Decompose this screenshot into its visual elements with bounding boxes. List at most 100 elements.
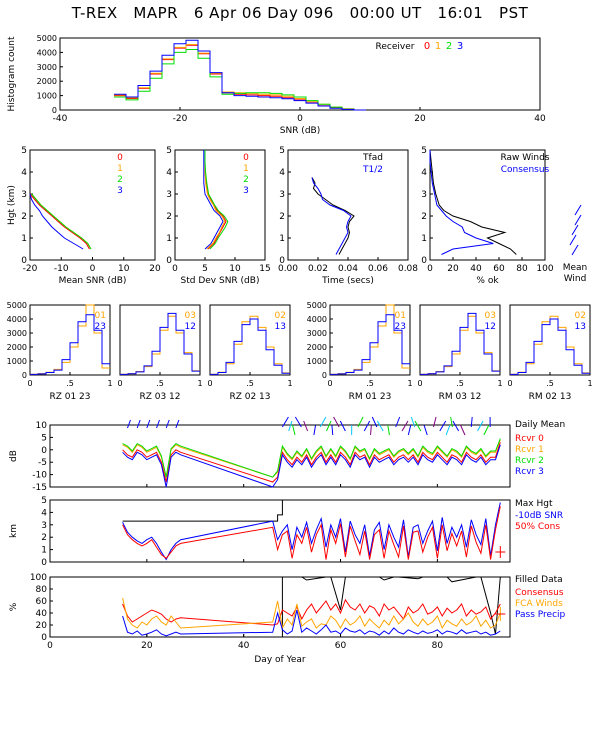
daily-mean-wind-barb xyxy=(371,416,378,428)
daily-mean-wind-barb xyxy=(410,416,416,428)
filled-series-FCAWinds xyxy=(122,597,501,630)
filled-series-FilledData xyxy=(277,576,501,638)
pair-hist-xlabel: RZ 01 23 xyxy=(49,392,90,402)
std_snr-xtick-label: 5 xyxy=(202,264,208,274)
tfad-ytick-label: 4 xyxy=(279,168,285,178)
daily_mean-series-Rcvr3 xyxy=(122,444,501,488)
pair-hist-legend-a: 02 xyxy=(575,311,586,321)
daily-mean-wind-barb xyxy=(452,420,460,432)
max_hgt-legend-item: -10dB SNR xyxy=(515,511,563,521)
daily-mean-wind-barb xyxy=(470,416,473,428)
std_snr-frame xyxy=(174,149,266,261)
pair-hist-legend-a: 01 xyxy=(395,311,406,321)
pair-hist-ytick-label: 1000 xyxy=(307,357,327,366)
pair-hist-xlabel: RZ 02 13 xyxy=(229,392,270,402)
tfad-xtick-label: 0.02 xyxy=(308,264,328,274)
daily-mean-wind-barb xyxy=(136,419,141,429)
pair-hist-ytick-label: 2000 xyxy=(307,343,327,352)
mean-wind-barb xyxy=(571,224,579,236)
daily_mean-legend-title: Daily Mean xyxy=(515,420,565,430)
daily-mean-wind-barb xyxy=(483,424,490,436)
histogram-legend-item: 2 xyxy=(446,41,452,52)
mean_snr-ytick-label: 5 xyxy=(21,146,27,156)
pair-hist-legend-a: 01 xyxy=(95,311,106,321)
filled-ylabel: % xyxy=(9,602,19,611)
pair-hist-xtick-label: .5 xyxy=(546,379,554,388)
mean_snr-xtick-label: -20 xyxy=(23,264,38,274)
filled-ytick-label: 60 xyxy=(36,597,48,607)
pair-hist-legend-b: 12 xyxy=(485,322,496,332)
daily-mean-wind-barb xyxy=(127,419,131,429)
pct_ok-ytick-label: 3 xyxy=(421,190,427,200)
pair-hist-xtick-label: .5 xyxy=(66,379,74,388)
tfad-xtick-label: 0.00 xyxy=(278,264,298,274)
daily-mean-wind-barb xyxy=(433,416,437,428)
pair-hist-series-b xyxy=(420,312,500,375)
pair-hist-ytick-label: 3000 xyxy=(307,329,327,338)
max_hgt-legend-title: Max Hgt xyxy=(515,499,553,509)
pair-hist-xtick-label: .5 xyxy=(456,379,464,388)
filled-xlabel: Day of Year xyxy=(254,655,306,665)
mean_snr-series-3 xyxy=(29,193,84,250)
pair-hist-xtick-label: 0 xyxy=(27,379,32,388)
pair-hist-series-b xyxy=(210,318,290,375)
tfad-ytick-label: 1 xyxy=(279,234,285,244)
filled-xtick-label: 40 xyxy=(238,641,250,651)
mean-wind-barb xyxy=(574,214,582,226)
filled-legend-item: Pass Precip xyxy=(515,610,566,620)
mean-wind-barb xyxy=(571,244,579,256)
filled-xtick-label: 20 xyxy=(141,641,153,651)
mean_snr-legend-item: 1 xyxy=(117,164,123,174)
daily-mean-wind-barb xyxy=(303,420,309,432)
mean_snr-ytick-label: 1 xyxy=(21,234,27,244)
std_snr-legend-item: 0 xyxy=(243,153,249,163)
mean_snr-legend-item: 0 xyxy=(117,153,123,163)
pct_ok-series-RawWinds xyxy=(429,149,517,255)
mean_snr-frame xyxy=(29,149,156,261)
histogram-ytick-label: 5000 xyxy=(37,34,57,43)
daily_mean-ytick-label: 0 xyxy=(41,446,47,456)
daily_mean-legend-item: Rcvr 1 xyxy=(515,445,544,455)
histogram-xtick-label: 0 xyxy=(297,114,303,124)
tfad-xtick-label: 0.08 xyxy=(398,264,418,274)
daily_mean-ytick-label: -10 xyxy=(32,471,47,481)
tfad-legend-item: Tfad xyxy=(362,153,383,163)
daily-mean-wind-barb xyxy=(313,424,317,436)
pair-hist-xtick-label: 1 xyxy=(587,379,592,388)
pair-hist-series-b xyxy=(330,314,410,375)
mean_snr-ytick-label: 4 xyxy=(21,168,27,178)
std_snr-ytick-label: 5 xyxy=(166,146,172,156)
mean_snr-legend-item: 3 xyxy=(117,186,123,196)
pair-hist-ytick-label: 0 xyxy=(22,371,27,380)
daily_mean-series-Rcvr2 xyxy=(122,438,501,478)
tfad-ytick-label: 5 xyxy=(279,146,285,156)
daily-mean-wind-barb xyxy=(460,424,466,436)
pair-hist-xtick-label: 0 xyxy=(207,379,212,388)
daily-mean-wind-barb xyxy=(395,416,401,428)
daily-mean-wind-barb xyxy=(292,424,296,436)
pct_ok-ytick-label: 0 xyxy=(421,256,427,266)
pair-hist-xlabel: RM 01 23 xyxy=(349,392,392,402)
histogram-ytick-label: 1000 xyxy=(37,92,57,101)
mean_snr-series-2 xyxy=(31,193,92,250)
histogram-legend-item: 1 xyxy=(435,41,441,52)
daily_mean-legend-item: Rcvr 3 xyxy=(515,467,544,477)
pair-hist-ytick-label: 0 xyxy=(322,371,327,380)
pair-hist-xtick-label: 1 xyxy=(287,379,292,388)
std_snr-legend-item: 1 xyxy=(243,164,249,174)
daily-mean-wind-barb xyxy=(175,419,180,429)
max_hgt-ytick-label: 0 xyxy=(41,558,47,568)
daily_mean-legend-item: Rcvr 2 xyxy=(515,456,544,466)
max_hgt-series-50Cons xyxy=(122,506,501,560)
mean_snr-ytick-label: 3 xyxy=(21,190,27,200)
std_snr-xtick-label: 0 xyxy=(172,264,178,274)
daily-mean-wind-barb xyxy=(407,424,412,436)
histogram-ylabel: Histogram count xyxy=(7,36,17,111)
daily-mean-wind-barb xyxy=(401,420,409,432)
daily-mean-wind-barb xyxy=(445,424,451,436)
max_hgt-ytick-label: 3 xyxy=(41,521,47,531)
pct_ok-xtick-label: 100 xyxy=(536,264,553,274)
pair-hist-ytick-label: 5000 xyxy=(7,301,27,310)
pair-hist-legend-b: 13 xyxy=(275,322,286,332)
mean_snr-xtick-label: 0 xyxy=(90,264,96,274)
